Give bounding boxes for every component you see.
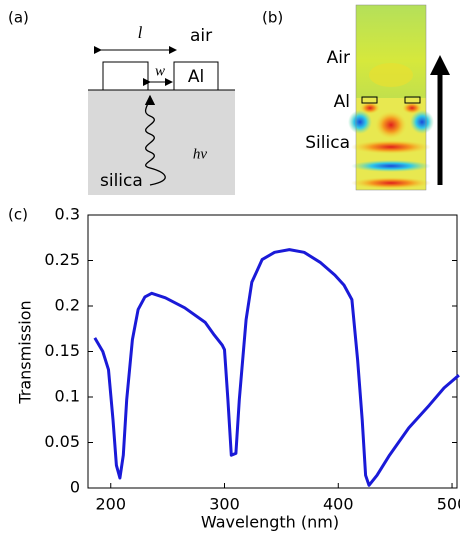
y-tick-label: 0.25	[44, 250, 80, 269]
panel-label: (b)	[262, 9, 283, 27]
plot-frame	[87, 214, 458, 489]
field-spot	[369, 63, 413, 87]
al-block	[102, 61, 149, 91]
air-label: Air	[327, 48, 350, 68]
transmission-line	[93, 248, 460, 487]
y-tick-label: 0.2	[55, 296, 80, 315]
x-tick-label: 500	[437, 495, 460, 514]
photon-wave	[144, 94, 166, 186]
field-hot	[351, 177, 431, 189]
panel-label: (a)	[8, 9, 29, 27]
field-hot	[375, 111, 407, 139]
x-axis-label: Wavelength (nm)	[201, 513, 339, 532]
field-hot	[402, 102, 422, 114]
field-cold	[351, 160, 431, 172]
chart: 0 0.05 0.1 0.15 0.2 0.25 0.3 200 300 400 500 Wavele…	[16, 205, 460, 532]
l-label: l	[138, 23, 143, 42]
y-tick-label: 0.05	[44, 432, 80, 451]
al-block	[361, 96, 378, 104]
y-tick-label: 0.15	[44, 341, 80, 360]
x-tick-label: 400	[323, 495, 354, 514]
y-tick-label: 0	[70, 478, 80, 497]
silica-label: silica	[100, 171, 143, 191]
al-label: Al	[188, 67, 204, 87]
panel-label: (c)	[8, 206, 28, 224]
silica-label: Silica	[305, 133, 350, 153]
x-tick-label: 200	[95, 495, 126, 514]
field-cold	[348, 110, 372, 134]
field-hot	[351, 140, 431, 154]
x-tick-label: 300	[209, 495, 240, 514]
field-cold	[410, 110, 434, 134]
al-block	[404, 96, 421, 104]
w-label: w	[155, 63, 165, 79]
y-tick-label: 0.3	[55, 205, 80, 224]
field-hot	[360, 102, 380, 114]
field-frame	[355, 4, 427, 191]
field-silica	[348, 98, 434, 190]
silica-region	[88, 90, 235, 195]
y-tick-label: 0.1	[55, 387, 80, 406]
al-block	[173, 61, 219, 91]
hv-label: hν	[193, 146, 208, 162]
y-axis-label: Transmission	[16, 300, 35, 404]
al-label: Al	[334, 92, 350, 112]
air-label: air	[190, 26, 212, 46]
